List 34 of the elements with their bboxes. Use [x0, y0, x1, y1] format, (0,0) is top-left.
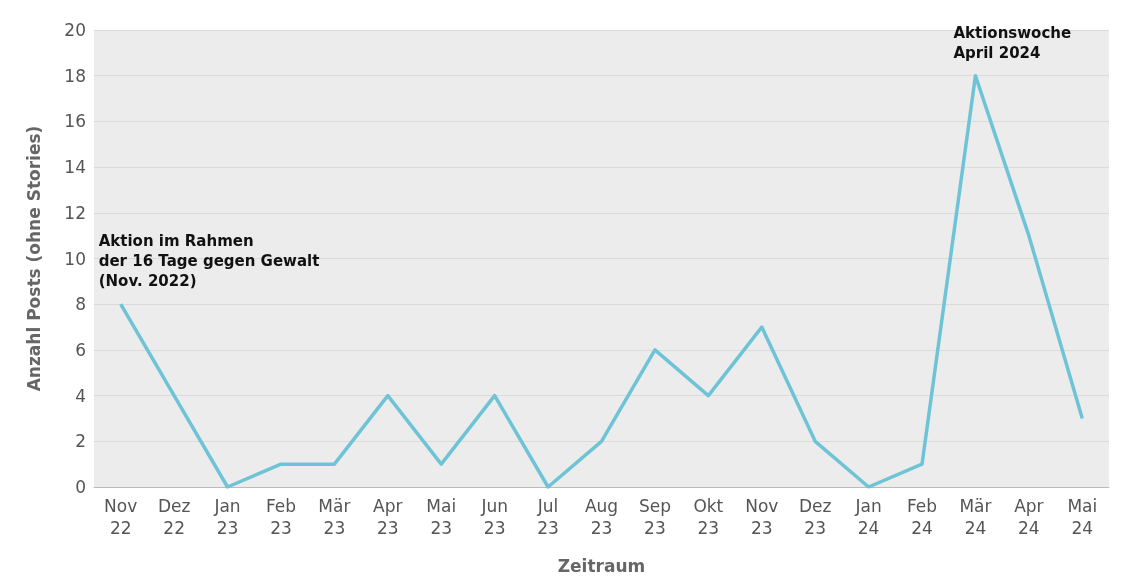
y-tick-label: 6: [75, 339, 86, 360]
y-tick-label: 8: [75, 294, 86, 315]
x-tick-label: Feb 23: [265, 496, 297, 538]
x-tick-label: Sep 23: [638, 496, 671, 538]
x-tick-label: Mai 24: [1067, 496, 1098, 538]
x-tick-label: Feb 24: [906, 496, 938, 538]
y-axis-title: Anzahl Posts (ohne Stories): [23, 125, 44, 392]
y-tick-label: 18: [64, 65, 86, 86]
x-tick-label: Mai 23: [426, 496, 457, 538]
x-tick-label: Dez 22: [157, 496, 191, 538]
x-tick-label: Apr 23: [373, 496, 403, 538]
x-tick-label: Aug 23: [584, 496, 619, 538]
y-tick-label: 16: [64, 111, 86, 132]
x-tick-label: Apr 24: [1014, 496, 1044, 538]
x-tick-label: Nov 23: [745, 496, 779, 538]
x-tick-label: Jan 23: [213, 496, 241, 538]
y-tick-label: 14: [64, 157, 86, 178]
y-tick-label: 2: [75, 431, 86, 452]
y-tick-label: 20: [64, 20, 86, 40]
y-tick-label: 12: [64, 202, 86, 223]
y-tick-label: 0: [75, 477, 86, 497]
x-tick-label: Okt 23: [693, 496, 724, 538]
x-tick-label: Jan 24: [854, 496, 882, 538]
x-tick-label: Dez 23: [798, 496, 832, 538]
x-tick-label: Jul 23: [536, 496, 559, 538]
annotation: Aktion im Rahmen der 16 Tage gegen Gewalt (Nov. 2022): [98, 232, 320, 291]
x-tick-label: Jun 23: [480, 496, 508, 538]
x-tick-label: Nov 22: [104, 496, 138, 538]
y-tick-label: 10: [64, 248, 86, 269]
y-tick-label: 4: [75, 385, 86, 406]
annotation: Aktionswoche April 2024: [953, 23, 1072, 62]
x-tick-label: Mär 23: [318, 496, 351, 538]
x-tick-label: Mär 24: [959, 496, 992, 538]
x-axis-title: Zeitraum: [557, 555, 646, 576]
